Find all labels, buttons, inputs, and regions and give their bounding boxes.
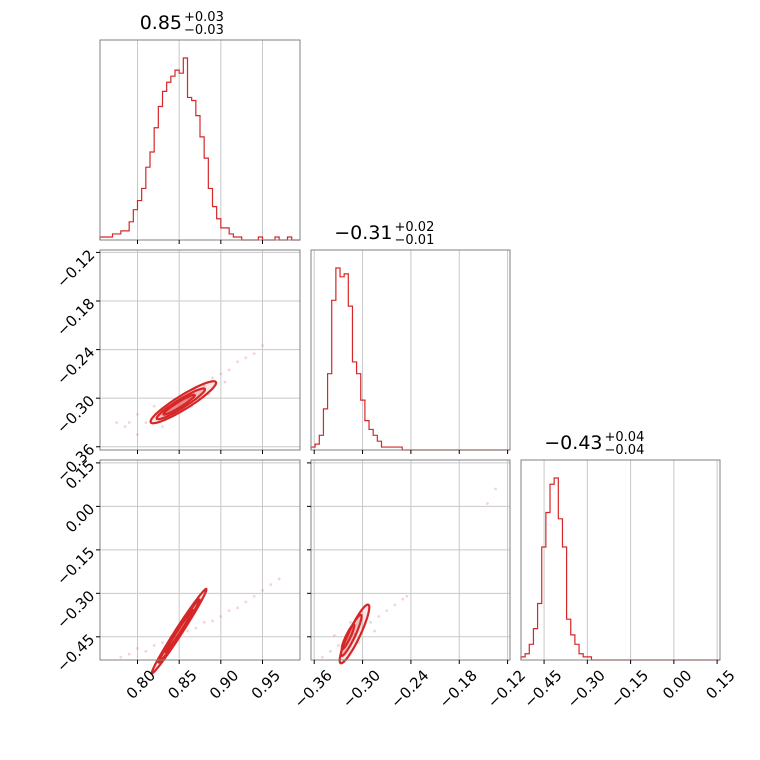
scatter-point-1-2 <box>136 647 139 650</box>
title-sub-param-2: −0.04 <box>605 443 645 458</box>
scatter-point-0-21 <box>161 425 164 428</box>
title-sup-param-0: +0.03 <box>184 10 224 25</box>
xtick-label-p2-1: −0.30 <box>564 666 609 711</box>
scatter-point-0-0 <box>127 421 131 424</box>
histogram-param-0 <box>99 57 300 241</box>
scatter-point-2-16 <box>486 502 489 505</box>
contour-line-2-2 <box>340 623 356 651</box>
contour-fill-0-1 <box>156 388 205 420</box>
scatter-point-0-9 <box>202 384 206 388</box>
contour-line-0-2 <box>162 393 196 416</box>
scatter-point-0-3 <box>144 421 148 424</box>
ytick-label-p2-1: −0.30 <box>53 587 98 632</box>
contour-line-0-0 <box>149 380 218 425</box>
scatter-point-1-13 <box>269 583 273 587</box>
xtick-label-p1-3: −0.18 <box>436 666 481 711</box>
scatter-point-2-8 <box>385 609 389 613</box>
scatter-point-1-1 <box>127 652 131 656</box>
xtick-label-p2-2: −0.15 <box>607 666 652 711</box>
panel-r2-c0-frame <box>99 459 301 661</box>
title-sup-param-2: +0.04 <box>605 430 645 445</box>
scatter-point-1-9 <box>236 606 239 610</box>
contour-fill-1-2 <box>165 610 193 652</box>
contour-fill-2-2 <box>341 624 355 650</box>
scatter-point-1-17 <box>194 626 198 630</box>
ytick-label-p2-2: −0.15 <box>53 543 98 588</box>
scatter-point-1-8 <box>227 609 231 613</box>
scatter-point-1-0 <box>119 655 123 659</box>
contour-line-0-1 <box>155 387 207 421</box>
scatter-point-1-10 <box>244 600 248 604</box>
scatter-point-0-14 <box>244 356 248 360</box>
title-main-param-0: 0.85 <box>140 12 182 34</box>
scatter-point-1-11 <box>252 594 256 598</box>
scatter-point-2-7 <box>377 615 381 618</box>
title-sub-param-1: −0.01 <box>395 233 435 248</box>
scatter-point-1-3 <box>152 644 156 647</box>
xtick-label-p0-2: 0.90 <box>206 666 242 702</box>
scatter-point-2-9 <box>393 603 397 607</box>
ytick-label-p1-4: −0.12 <box>53 246 98 291</box>
scatter-point-0-18 <box>115 421 119 424</box>
scatter-point-2-0 <box>320 655 324 659</box>
title-sup-param-1: +0.02 <box>395 220 435 235</box>
contour-line-1-0 <box>150 587 208 675</box>
scatter-point-0-10 <box>211 376 214 380</box>
xtick-label-p2-3: 0.00 <box>659 666 695 702</box>
xtick-label-p1-2: −0.24 <box>387 666 432 711</box>
contour-line-1-2 <box>164 608 194 654</box>
ytick-label-p1-2: −0.24 <box>53 343 98 388</box>
scatter-point-0-1 <box>136 412 139 416</box>
scatter-point-0-4 <box>152 404 156 408</box>
xtick-label-p1-0: −0.36 <box>291 666 336 711</box>
title-main-param-2: −0.43 <box>544 432 602 454</box>
ytick-label-p2-0: −0.45 <box>53 630 98 675</box>
xtick-label-p0-3: 0.95 <box>248 666 284 702</box>
xtick-label-p1-4: −0.12 <box>484 666 529 711</box>
title-sub-param-0: −0.03 <box>184 23 224 38</box>
scatter-point-2-11 <box>405 594 409 598</box>
scatter-point-2-12 <box>332 633 336 637</box>
xtick-label-p2-4: 0.15 <box>702 666 738 702</box>
panel-r0-c0-frame <box>99 39 301 241</box>
scatter-point-2-6 <box>369 620 373 624</box>
scatter-point-1-14 <box>277 577 281 581</box>
ytick-label-p1-3: −0.18 <box>53 295 98 340</box>
scatter-point-0-17 <box>136 433 139 437</box>
histogram-param-2 <box>520 477 720 661</box>
scatter-point-0-23 <box>223 380 227 384</box>
title-main-param-1: −0.31 <box>334 222 392 244</box>
scatter-point-0-16 <box>261 344 264 347</box>
scatter-point-2-1 <box>328 649 332 653</box>
scatter-point-0-11 <box>219 372 223 376</box>
scatter-point-0-2 <box>123 425 127 428</box>
scatter-point-2-2 <box>336 644 340 647</box>
scatter-point-2-17 <box>494 487 497 491</box>
panel-r2-c2-frame <box>520 459 721 661</box>
scatter-point-1-12 <box>261 589 264 592</box>
contour-fill-0-2 <box>163 394 195 415</box>
ytick-label-p2-3: 0.00 <box>62 500 98 536</box>
scatter-point-0-15 <box>252 352 256 356</box>
scatter-point-1-15 <box>144 649 148 653</box>
ytick-label-p1-1: −0.30 <box>53 392 98 437</box>
scatter-point-1-18 <box>211 619 214 623</box>
xtick-label-p0-1: 0.85 <box>164 666 200 702</box>
scatter-point-0-12 <box>227 368 231 372</box>
scatter-point-1-5 <box>186 629 189 633</box>
scatter-point-2-15 <box>373 629 377 633</box>
scatter-point-0-13 <box>236 360 239 364</box>
scatter-point-1-6 <box>202 620 206 624</box>
scatter-point-1-7 <box>219 615 223 618</box>
xtick-label-p2-0: −0.45 <box>520 666 565 711</box>
scatter-point-1-16 <box>161 641 164 645</box>
xtick-label-p1-1: −0.30 <box>339 666 384 711</box>
scatter-point-2-14 <box>349 620 352 624</box>
scatter-point-2-10 <box>401 597 405 601</box>
